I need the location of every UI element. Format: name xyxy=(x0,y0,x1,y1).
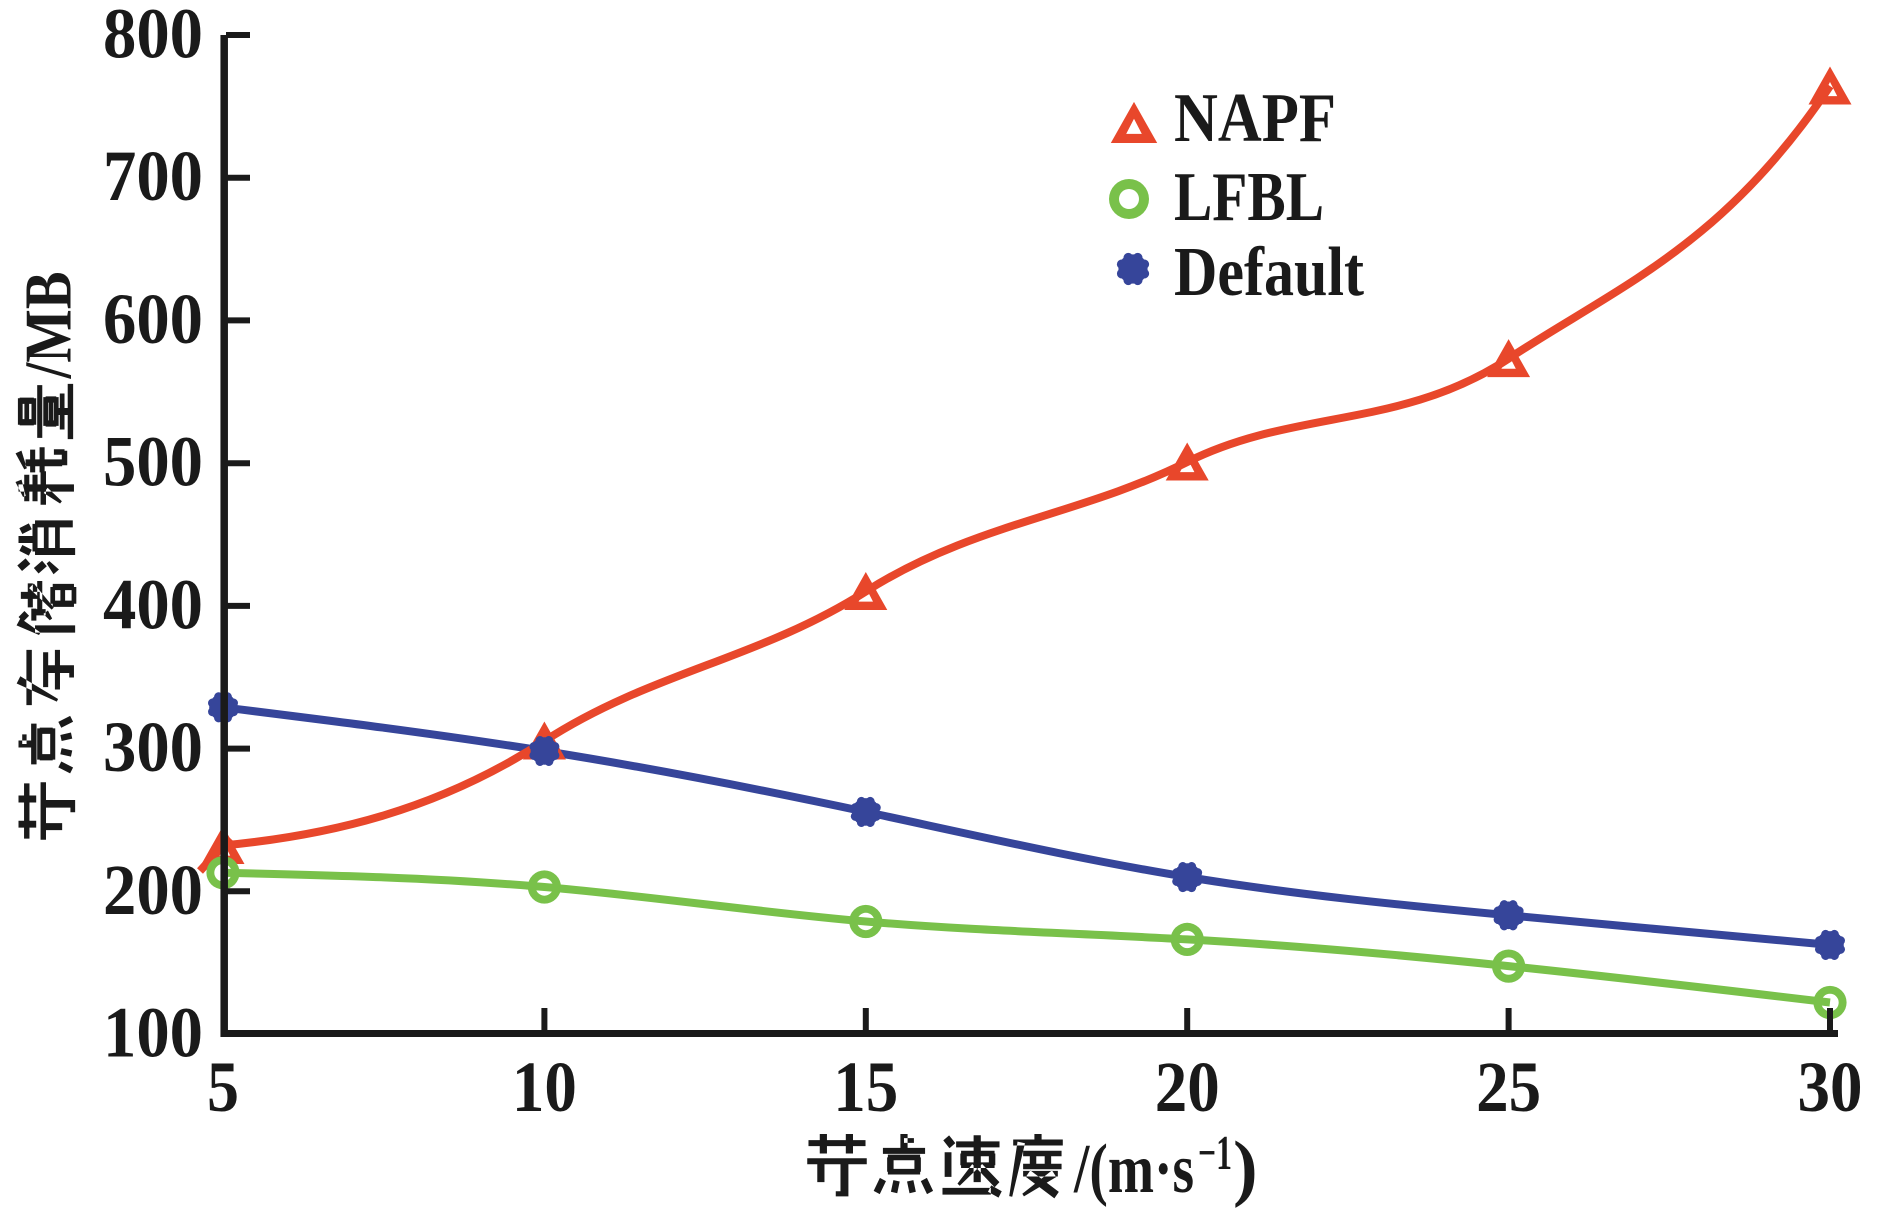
svg-text:25: 25 xyxy=(1476,1047,1541,1127)
svg-text:700: 700 xyxy=(103,136,203,216)
svg-text:−1: −1 xyxy=(1198,1125,1232,1180)
svg-text:5: 5 xyxy=(207,1047,239,1127)
svg-text:800: 800 xyxy=(103,0,203,74)
svg-text:/MB: /MB xyxy=(12,272,86,380)
svg-text:): ) xyxy=(1233,1127,1258,1209)
svg-text:200: 200 xyxy=(103,850,203,930)
svg-text:30: 30 xyxy=(1798,1047,1863,1127)
svg-text:Default: Default xyxy=(1174,234,1364,311)
svg-text:NAPF: NAPF xyxy=(1174,80,1336,157)
svg-text:600: 600 xyxy=(103,279,203,359)
svg-text:500: 500 xyxy=(103,422,203,502)
svg-text:300: 300 xyxy=(103,707,203,787)
svg-text:/(m·s: /(m·s xyxy=(1073,1131,1194,1208)
svg-text:LFBL: LFBL xyxy=(1174,159,1324,236)
svg-text:15: 15 xyxy=(833,1047,898,1127)
svg-text:10: 10 xyxy=(512,1047,577,1127)
svg-text:400: 400 xyxy=(103,564,203,644)
svg-text:100: 100 xyxy=(103,993,203,1073)
svg-text:20: 20 xyxy=(1155,1047,1220,1127)
